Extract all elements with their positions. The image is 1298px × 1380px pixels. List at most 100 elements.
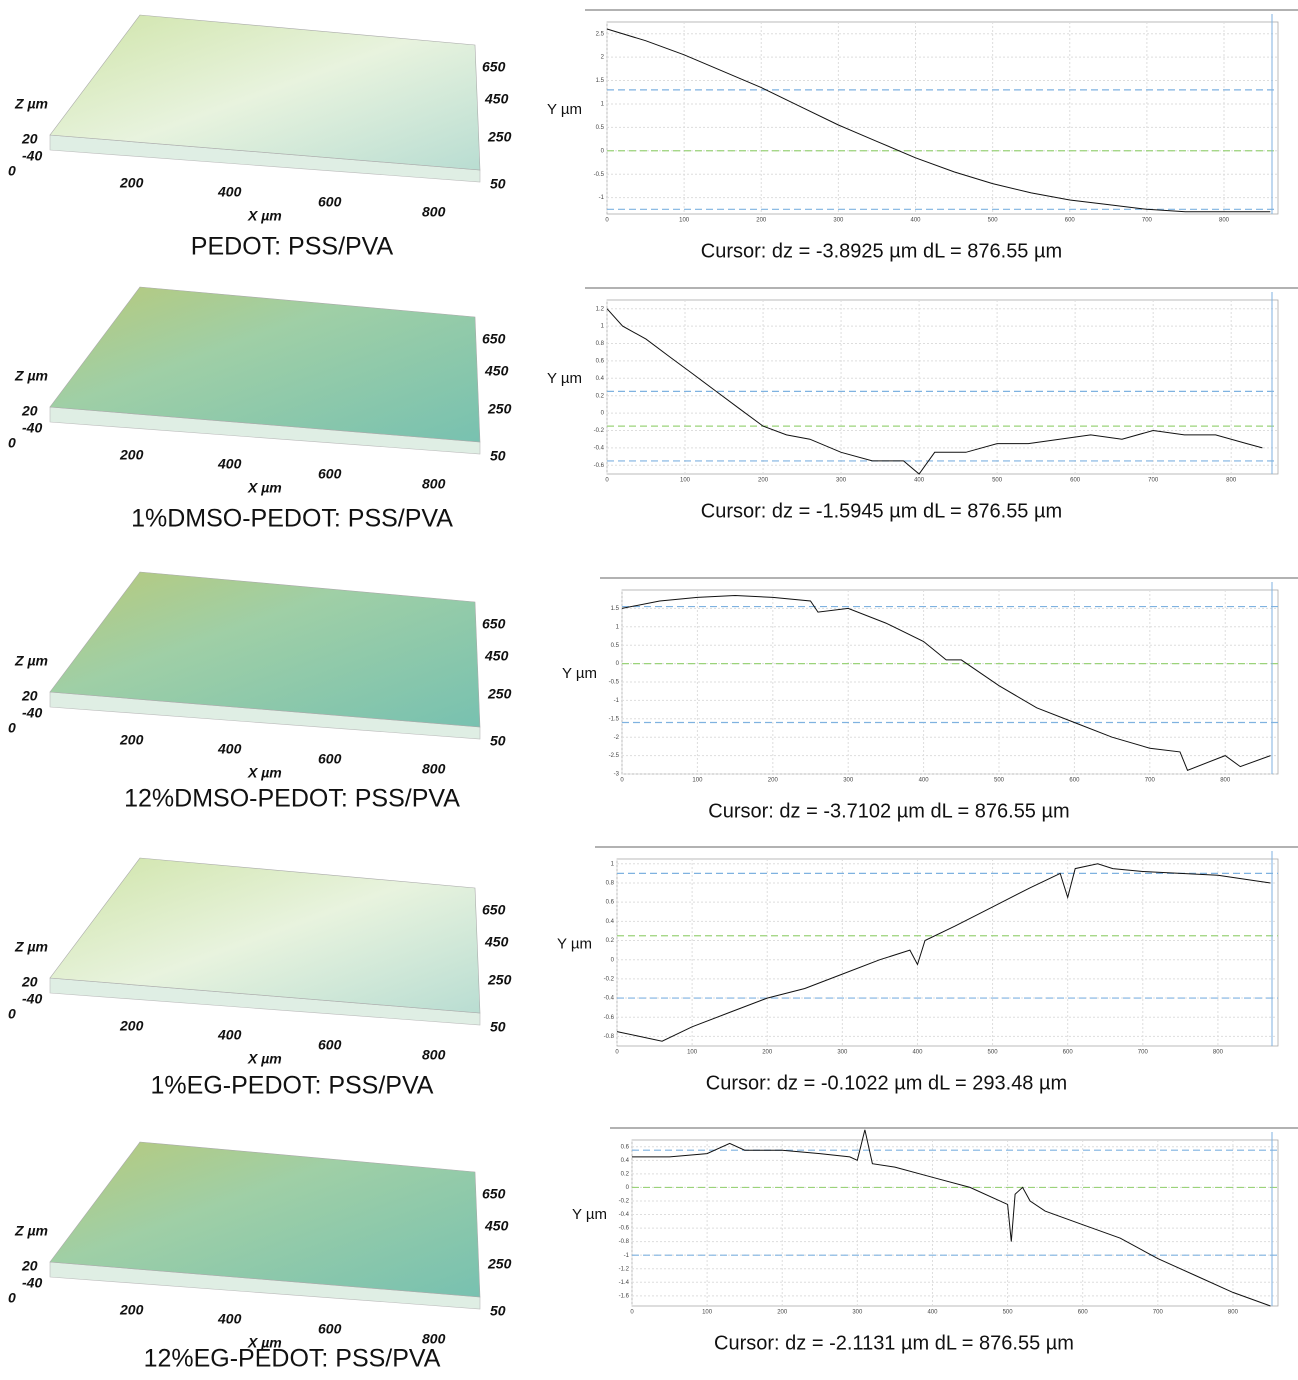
x-tick-label: 700 [1138, 1050, 1149, 1056]
y-tick-label: -0.6 [604, 1015, 615, 1021]
x-tick-label: 200 [777, 1310, 788, 1316]
y-tick-label: 0.5 [611, 643, 620, 649]
surface-top [49, 571, 481, 728]
y-tick: 650 [482, 331, 506, 347]
z-tick: 20 [21, 1258, 38, 1274]
y-tick: 650 [482, 616, 506, 632]
y-tick-label: 0.4 [606, 919, 615, 925]
x-tick-label: 100 [687, 1050, 698, 1056]
z-label: Z µm [14, 653, 48, 669]
plot-frame [606, 299, 1279, 475]
y-tick: 450 [484, 1218, 509, 1234]
x-tick-label: 800 [1226, 478, 1237, 484]
z-tick: 20 [21, 688, 38, 704]
y-tick-label: -1.5 [609, 716, 620, 722]
x-tick: 200 [119, 1302, 144, 1318]
z-tick: -40 [22, 148, 42, 164]
y-tick-label: 1 [601, 324, 605, 330]
x-tick-label: 400 [927, 1310, 938, 1316]
x-tick: 800 [422, 1331, 446, 1347]
x-tick-label: 0 [605, 218, 609, 224]
x-tick-label: 600 [1069, 778, 1080, 784]
x-tick: 400 [217, 1027, 242, 1043]
y-tick-label: -3 [614, 772, 620, 778]
y-tick: 650 [482, 902, 506, 918]
x-tick-label: 700 [1148, 478, 1159, 484]
x-tick: 400 [217, 456, 242, 472]
z-tick: 0 [8, 435, 16, 451]
y-tick-label: -0.8 [604, 1034, 615, 1040]
y-tick-label: 0.4 [596, 376, 605, 382]
z-tick: 0 [8, 163, 16, 179]
x-label: X µm [247, 1335, 282, 1351]
cursor-caption: Cursor: dz = -2.1131 µm dL = 876.55 µm [714, 1332, 1074, 1354]
x-tick: 400 [217, 184, 242, 200]
x-tick-label: 200 [758, 478, 769, 484]
surface-caption: PEDOT: PSS/PVA [191, 233, 394, 261]
y-tick-label: -0.4 [594, 445, 605, 451]
z-tick: -40 [22, 420, 42, 436]
z-tick: 20 [21, 974, 38, 990]
z-tick: 0 [8, 1290, 16, 1306]
y-tick-label: 2 [601, 55, 605, 61]
y-tick: 450 [484, 91, 509, 107]
z-label: Z µm [14, 939, 48, 955]
y-tick: 50 [490, 1019, 506, 1035]
y-tick-label: -1.2 [619, 1266, 630, 1272]
x-tick-label: 700 [1145, 778, 1156, 784]
y-tick: 450 [484, 934, 509, 950]
x-tick-label: 800 [1219, 218, 1230, 224]
surface-caption: 1%EG-PEDOT: PSS/PVA [151, 1072, 434, 1100]
y-tick: 450 [484, 363, 509, 379]
y-tick-label: -1 [614, 698, 620, 704]
surface-panel: Z µm 20-40 0 200 400 600 800 X µm 650 450 250 50 1%D… [8, 286, 512, 533]
y-tick-label: -1.4 [619, 1280, 630, 1286]
z-tick: 20 [21, 403, 38, 419]
plot-frame [631, 1139, 1279, 1307]
x-tick: 800 [422, 204, 446, 220]
x-tick-label: 500 [1003, 1310, 1014, 1316]
y-tick: 250 [487, 129, 512, 145]
x-tick-label: 600 [1065, 218, 1076, 224]
x-tick-label: 800 [1213, 1050, 1224, 1056]
x-tick: 600 [318, 1321, 342, 1337]
x-tick: 800 [422, 1047, 446, 1063]
x-tick: 600 [318, 194, 342, 210]
x-tick: 200 [119, 1018, 144, 1034]
x-tick-label: 200 [756, 218, 767, 224]
y-tick: 50 [490, 448, 506, 464]
x-tick-label: 600 [1063, 1050, 1074, 1056]
y-tick-label: 1.5 [611, 606, 620, 612]
x-tick: 200 [119, 732, 144, 748]
cursor-caption: Cursor: dz = -3.8925 µm dL = 876.55 µm [701, 240, 1062, 262]
z-tick: 0 [8, 720, 16, 736]
x-tick-label: 300 [837, 1050, 848, 1056]
x-tick-label: 300 [852, 1310, 863, 1316]
y-tick-label: 1.5 [596, 78, 605, 84]
surface-top [49, 14, 481, 171]
y-tick-label: 0.8 [606, 881, 615, 887]
cursor-caption: Cursor: dz = -1.5945 µm dL = 876.55 µm [701, 500, 1062, 522]
x-tick: 400 [217, 1311, 242, 1327]
surface-top [49, 857, 481, 1014]
y-tick-label: -0.2 [594, 428, 605, 434]
x-tick: 800 [422, 761, 446, 777]
y-tick-label: -0.2 [604, 976, 615, 982]
x-tick-label: 300 [833, 218, 844, 224]
x-tick-label: 0 [615, 1050, 619, 1056]
x-tick-label: 300 [843, 778, 854, 784]
x-tick: 800 [422, 476, 446, 492]
surface-caption: 12%EG-PEDOT: PSS/PVA [144, 1345, 441, 1373]
y-tick-label: -0.4 [619, 1212, 630, 1218]
y-tick: 50 [490, 733, 506, 749]
x-tick: 600 [318, 751, 342, 767]
surface-panel: Z µm 20-40 0 200 400 600 800 X µm 650 450 250 50 PED… [8, 14, 512, 261]
x-tick: 200 [119, 447, 144, 463]
y-tick-label: 0 [611, 957, 615, 963]
x-tick-label: 200 [768, 778, 779, 784]
y-tick-label: 0.4 [621, 1158, 630, 1164]
y-tick-label: -2.5 [609, 753, 620, 759]
y-tick-label: 0 [601, 411, 605, 417]
x-tick-label: 0 [620, 778, 624, 784]
x-tick-label: 100 [680, 478, 691, 484]
